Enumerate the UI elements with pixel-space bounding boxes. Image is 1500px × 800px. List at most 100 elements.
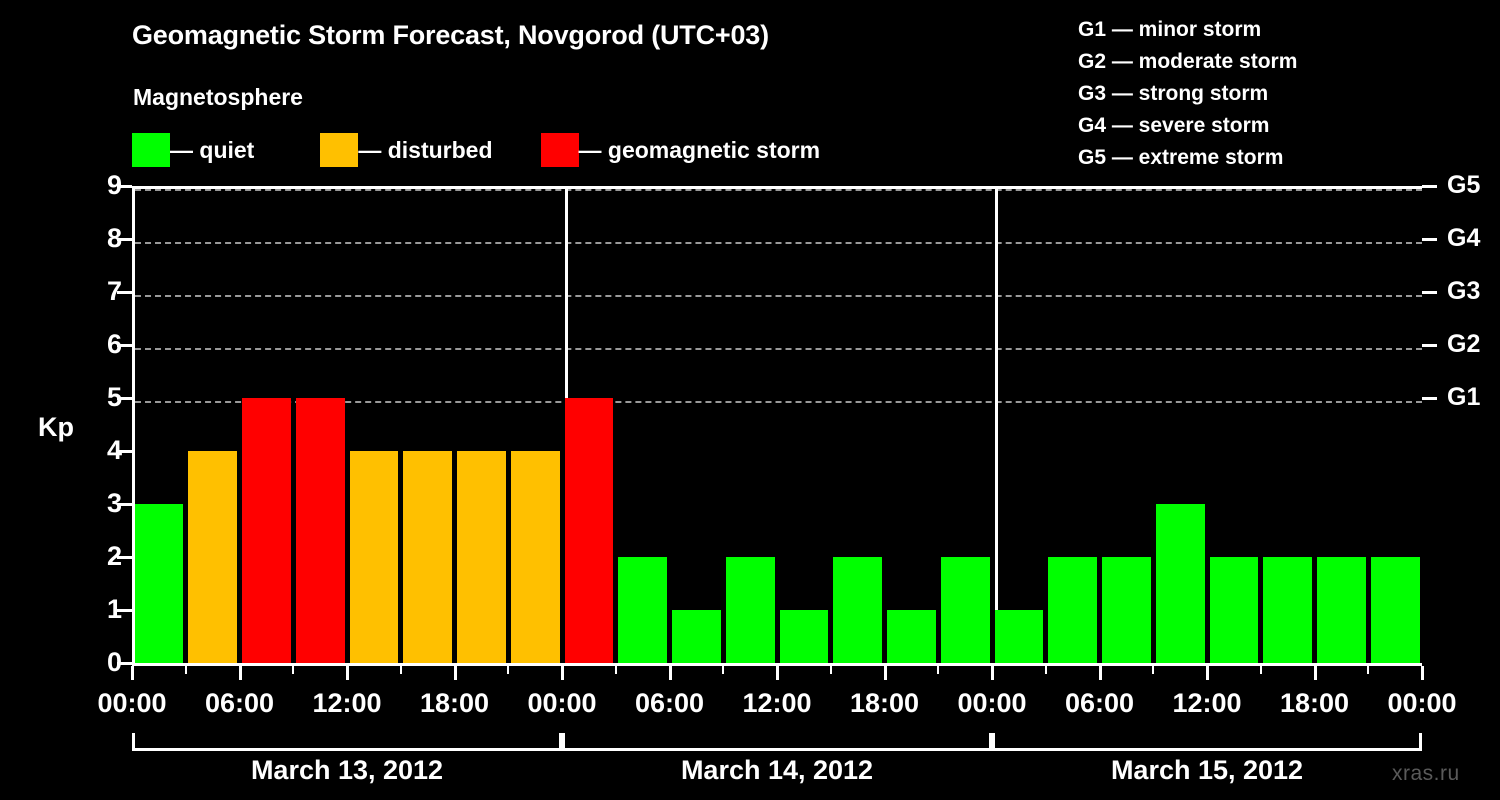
x-tick-minor-15 bbox=[937, 666, 940, 674]
x-tick-minor-1 bbox=[184, 666, 187, 674]
bar-disturbed-kp4 bbox=[457, 451, 506, 663]
bar-quiet-kp1 bbox=[779, 610, 829, 663]
g-tick-mark-g4 bbox=[1422, 238, 1437, 241]
y-tick-mark-7 bbox=[117, 291, 132, 294]
day-label-2: March 14, 2012 bbox=[680, 755, 874, 785]
y-tick-label-2: 2 bbox=[106, 541, 122, 571]
color-legend: — quiet — disturbed — geomagnetic storm bbox=[132, 132, 820, 168]
x-tick-label-3: 18:00 bbox=[419, 688, 490, 718]
y-tick-label-0: 0 bbox=[106, 647, 122, 677]
day-bracket-3 bbox=[992, 733, 1422, 751]
y-tick-mark-8 bbox=[117, 238, 132, 241]
x-tick-label-4: 00:00 bbox=[527, 688, 597, 718]
bar-disturbed-kp4 bbox=[349, 451, 399, 663]
gridline-kp-8 bbox=[135, 242, 1422, 244]
y-tick-label-4: 4 bbox=[106, 435, 122, 465]
page-title: Geomagnetic Storm Forecast, Novgorod (UT… bbox=[132, 20, 769, 50]
x-tick-mark-7 bbox=[883, 666, 887, 680]
x-tick-mark-9 bbox=[1098, 666, 1102, 680]
y-tick-label-5: 5 bbox=[106, 382, 122, 412]
y-tick-label-7: 7 bbox=[106, 276, 122, 306]
day-label-3: March 15, 2012 bbox=[1110, 755, 1304, 785]
g-tick-label-g4: G4 bbox=[1447, 224, 1481, 252]
y-tick-label-6: 6 bbox=[106, 329, 122, 359]
x-tick-minor-9 bbox=[614, 666, 617, 674]
bar-quiet-kp1 bbox=[672, 610, 721, 663]
legend-label: — quiet bbox=[170, 136, 255, 163]
y-tick-mark-4 bbox=[117, 450, 132, 453]
bar-quiet-kp2 bbox=[1317, 557, 1366, 663]
x-tick-label-5: 06:00 bbox=[634, 688, 705, 718]
x-tick-minor-23 bbox=[1367, 666, 1370, 674]
magnetosphere-label: Magnetosphere bbox=[133, 84, 303, 110]
y-tick-label-8: 8 bbox=[106, 223, 122, 253]
gridline-kp-7 bbox=[135, 295, 1422, 297]
x-tick-minor-3 bbox=[292, 666, 295, 674]
x-tick-mark-10 bbox=[1206, 666, 1209, 680]
x-tick-minor-11 bbox=[722, 666, 725, 674]
x-tick-label-1: 06:00 bbox=[204, 688, 275, 718]
y-tick-mark-6 bbox=[117, 344, 132, 347]
gridline-kp-6 bbox=[135, 348, 1422, 350]
x-tick-mark-1 bbox=[238, 666, 242, 680]
x-axis-line bbox=[132, 663, 1422, 666]
x-tick-label-12: 00:00 bbox=[1387, 688, 1457, 718]
y-tick-label-9: 9 bbox=[106, 170, 122, 200]
x-tick-minor-21 bbox=[1259, 666, 1262, 674]
bar-quiet-kp3 bbox=[134, 504, 184, 663]
x-tick-label-6: 12:00 bbox=[742, 688, 812, 718]
g-tick-label-g3: G3 bbox=[1447, 277, 1481, 305]
y-tick-mark-9 bbox=[117, 185, 132, 188]
gscale-line-g3: G3 — strong storm bbox=[1078, 82, 1269, 105]
x-tick-mark-0 bbox=[131, 666, 134, 680]
bar-quiet-kp2 bbox=[1263, 557, 1312, 663]
day-separator-2 bbox=[995, 189, 998, 663]
x-tick-mark-6 bbox=[776, 666, 779, 680]
y-tick-mark-2 bbox=[117, 556, 132, 559]
legend-label: — disturbed bbox=[358, 136, 493, 163]
x-tick-minor-7 bbox=[507, 666, 510, 674]
x-tick-label-9: 06:00 bbox=[1064, 688, 1135, 718]
gridline-kp-9 bbox=[135, 189, 1422, 191]
bars-layer bbox=[132, 186, 1422, 663]
bar-quiet-kp2 bbox=[1048, 557, 1097, 663]
gridline-kp-5 bbox=[135, 401, 1422, 403]
bar-storm-kp5 bbox=[295, 398, 345, 663]
x-tick-minor-19 bbox=[1152, 666, 1155, 674]
x-tick-minor-13 bbox=[829, 666, 832, 674]
y-tick-label-3: 3 bbox=[106, 488, 122, 518]
x-tick-label-2: 12:00 bbox=[312, 688, 382, 718]
gscale-line-g4: G4 — severe storm bbox=[1078, 114, 1270, 137]
bar-quiet-kp2 bbox=[833, 557, 882, 663]
y-tick-mark-0 bbox=[117, 662, 132, 665]
watermark: xras.ru bbox=[1392, 762, 1460, 785]
x-tick-minor-5 bbox=[399, 666, 402, 674]
bar-storm-kp5 bbox=[564, 398, 614, 663]
x-tick-label-11: 18:00 bbox=[1279, 688, 1350, 718]
y-tick-mark-3 bbox=[117, 503, 132, 506]
gscale-line-g2: G2 — moderate storm bbox=[1078, 50, 1298, 73]
gscale-line-g1: G1 — minor storm bbox=[1078, 18, 1262, 41]
bar-quiet-kp2 bbox=[1370, 557, 1420, 663]
x-tick-label-10: 12:00 bbox=[1172, 688, 1242, 718]
x-tick-mark-3 bbox=[453, 666, 457, 680]
g-tick-label-g5: G5 bbox=[1447, 171, 1481, 199]
g-tick-mark-g3 bbox=[1422, 291, 1437, 294]
y-tick-mark-5 bbox=[117, 397, 132, 400]
g-tick-label-g2: G2 bbox=[1447, 330, 1481, 358]
x-tick-mark-8 bbox=[991, 666, 994, 680]
day-label-1: March 13, 2012 bbox=[250, 755, 444, 785]
legend-item-storm: — geomagnetic storm bbox=[540, 132, 820, 168]
bar-quiet-kp2 bbox=[940, 557, 990, 663]
x-tick-mark-5 bbox=[668, 666, 672, 680]
x-tick-label-7: 18:00 bbox=[849, 688, 920, 718]
gscale-line-g5: G5 — extreme storm bbox=[1078, 146, 1284, 169]
bar-quiet-kp1 bbox=[994, 610, 1044, 663]
y-axis-label: Kp bbox=[38, 412, 74, 442]
gscale-legend: G1 — minor storm G2 — moderate storm G3 — … bbox=[1078, 14, 1478, 174]
x-tick-mark-11 bbox=[1313, 666, 1317, 680]
x-tick-mark-12 bbox=[1421, 666, 1424, 680]
bar-quiet-kp1 bbox=[887, 610, 936, 663]
quiet-swatch bbox=[132, 133, 170, 167]
